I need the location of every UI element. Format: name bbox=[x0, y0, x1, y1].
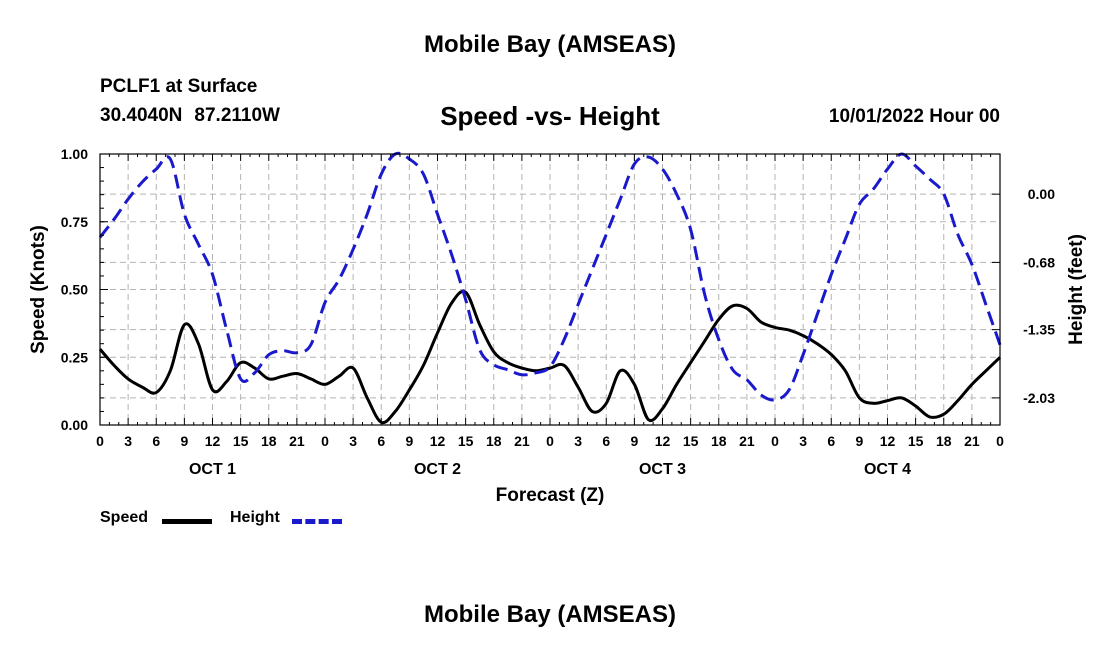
x-tick-label: 12 bbox=[880, 433, 896, 449]
x-axis-title: Forecast (Z) bbox=[496, 485, 605, 506]
x-tick-label: 3 bbox=[574, 433, 582, 449]
station-label: PCLF1 at Surface bbox=[100, 76, 258, 97]
main-title: Mobile Bay (AMSEAS) bbox=[423, 31, 677, 58]
longitude: 87.2110W bbox=[194, 105, 280, 126]
y-tick-label: 0.00 bbox=[61, 417, 88, 433]
x-tick-label: 18 bbox=[711, 433, 727, 449]
x-tick-label: 3 bbox=[349, 433, 357, 449]
x-tick-label: 9 bbox=[405, 433, 413, 449]
x-tick-label: 12 bbox=[430, 433, 446, 449]
y2-axis-title: Height (feet) bbox=[1066, 234, 1087, 345]
x-tick-label: 0 bbox=[996, 433, 1004, 449]
x-tick-label: 12 bbox=[655, 433, 671, 449]
y2-tick-label: -1.35 bbox=[1023, 322, 1055, 338]
x-tick-label: 15 bbox=[908, 433, 924, 449]
x-tick-label: 18 bbox=[486, 433, 502, 449]
x-tick-label: 0 bbox=[771, 433, 779, 449]
x-tick-label: 9 bbox=[855, 433, 863, 449]
x-tick-label: 6 bbox=[377, 433, 385, 449]
bottom-title: Mobile Bay (AMSEAS) bbox=[423, 601, 677, 628]
day-label: OCT 2 bbox=[414, 461, 461, 478]
y2-tick-label: 0.00 bbox=[1028, 186, 1055, 202]
y-tick-label: 0.75 bbox=[61, 214, 88, 230]
y-axis-title: Speed (Knots) bbox=[28, 225, 49, 354]
legend-height-label: Height bbox=[230, 509, 280, 526]
x-tick-label: 12 bbox=[205, 433, 221, 449]
y-tick-label: 0.50 bbox=[61, 282, 88, 298]
day-label: OCT 4 bbox=[864, 461, 911, 478]
chart-title: Speed -vs- Height bbox=[440, 101, 660, 131]
x-tick-label: 3 bbox=[799, 433, 807, 449]
x-tick-label: 15 bbox=[233, 433, 249, 449]
latitude: 30.4040N bbox=[100, 105, 183, 126]
x-tick-label: 15 bbox=[458, 433, 474, 449]
x-tick-label: 18 bbox=[936, 433, 952, 449]
run-time: 10/01/2022 Hour 00 bbox=[828, 106, 1000, 127]
y2-tick-label: -2.03 bbox=[1023, 390, 1055, 406]
x-tick-label: 0 bbox=[546, 433, 554, 449]
axes: 0 3 6 9 12 15 18 21 0 3 6 9 12 15 18 21 0 3 6 9 12 15 18 21 0 3 6 9… bbox=[28, 146, 1087, 506]
y-tick-label: 1.00 bbox=[61, 146, 88, 162]
legend-speed-label: Speed bbox=[100, 509, 149, 526]
legend-height-swatch bbox=[292, 519, 342, 524]
x-tick-label: 21 bbox=[964, 433, 980, 449]
x-tick-label: 9 bbox=[180, 433, 188, 449]
coordinates: 30.4040N 87.2110W bbox=[100, 105, 292, 127]
x-tick-label: 21 bbox=[289, 433, 305, 449]
x-tick-label: 0 bbox=[321, 433, 329, 449]
day-label: OCT 1 bbox=[189, 461, 236, 478]
day-label: OCT 3 bbox=[639, 461, 686, 478]
y2-tick-label: -0.68 bbox=[1023, 254, 1055, 270]
x-tick-label: 6 bbox=[827, 433, 835, 449]
series-line-speed bbox=[98, 289, 1002, 425]
x-tick-label: 18 bbox=[261, 433, 277, 449]
series-layer bbox=[98, 151, 1002, 425]
grid bbox=[100, 154, 1000, 425]
x-tick-label: 6 bbox=[152, 433, 160, 449]
y-tick-label: 0.25 bbox=[61, 349, 88, 365]
x-tick-label: 3 bbox=[124, 433, 132, 449]
x-tick-label: 9 bbox=[630, 433, 638, 449]
x-tick-label: 15 bbox=[683, 433, 699, 449]
x-tick-label: 21 bbox=[514, 433, 530, 449]
x-tick-label: 21 bbox=[739, 433, 755, 449]
legend-speed-swatch bbox=[162, 519, 212, 524]
x-tick-label: 0 bbox=[96, 433, 104, 449]
x-tick-label: 6 bbox=[602, 433, 610, 449]
